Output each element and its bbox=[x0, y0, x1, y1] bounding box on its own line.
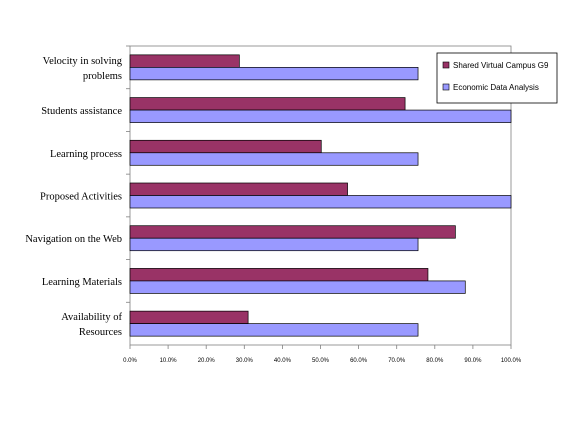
bar-economic-data-analysis-6 bbox=[129, 323, 419, 337]
bar-economic-data-analysis-5 bbox=[129, 280, 466, 294]
x-tick-label: 60.0% bbox=[350, 358, 368, 364]
bar-shared-virtual-campus-g9-1 bbox=[129, 97, 406, 111]
x-tick-label: 100.0% bbox=[501, 358, 522, 364]
x-tick-label: 0.0% bbox=[123, 358, 137, 364]
legend-box bbox=[436, 52, 558, 104]
category-label: Learning process bbox=[50, 149, 122, 160]
bar-shared-virtual-campus-g9-2 bbox=[129, 139, 322, 154]
category-label: Velocity in solving problems bbox=[43, 56, 123, 82]
bar-economic-data-analysis-0 bbox=[129, 67, 419, 81]
x-tick-label: 90.0% bbox=[464, 358, 482, 364]
category-label: Students assistance bbox=[41, 106, 122, 117]
category-label: Availability of Resources bbox=[61, 312, 122, 338]
bar-economic-data-analysis-4 bbox=[129, 237, 419, 252]
bar-shared-virtual-campus-g9-5 bbox=[129, 268, 429, 282]
bar-economic-data-analysis-1 bbox=[129, 109, 512, 123]
category-labels: Velocity in solving problems Students assi… bbox=[25, 45, 130, 338]
legend-label: Economic Data Analysis bbox=[453, 83, 539, 92]
x-tick-label: 20.0% bbox=[198, 358, 216, 364]
x-tick-label: 80.0% bbox=[426, 358, 444, 364]
x-tick-label: 30.0% bbox=[236, 358, 254, 364]
bar-shared-virtual-campus-g9-3 bbox=[129, 182, 348, 196]
x-tick-label: 10.0% bbox=[160, 358, 178, 364]
x-axis: 0.0% 10.0% 20.0% 30.0% 40.0% 50.0% 60.0% 70.0% 8… bbox=[123, 345, 522, 364]
bar-economic-data-analysis-2 bbox=[129, 152, 419, 166]
x-tick-label: 50.0% bbox=[312, 358, 330, 364]
bar-shared-virtual-campus-g9-4 bbox=[129, 225, 456, 239]
legend: Shared Virtual Campus G9 Economic Data An… bbox=[436, 52, 558, 104]
legend-swatch bbox=[442, 61, 450, 69]
category-label: Proposed Activities bbox=[40, 192, 122, 203]
bar-shared-virtual-campus-g9-6 bbox=[129, 310, 249, 324]
bar-economic-data-analysis-3 bbox=[129, 195, 512, 209]
x-tick-label: 70.0% bbox=[388, 358, 406, 364]
bar-shared-virtual-campus-g9-0 bbox=[129, 54, 240, 68]
legend-label: Shared Virtual Campus G9 bbox=[453, 61, 549, 70]
category-label: Learning Materials bbox=[42, 277, 122, 288]
bars-group bbox=[129, 54, 512, 337]
x-tick-label: 40.0% bbox=[274, 358, 292, 364]
legend-swatch bbox=[442, 83, 450, 91]
category-label: Navigation on the Web bbox=[25, 234, 122, 245]
